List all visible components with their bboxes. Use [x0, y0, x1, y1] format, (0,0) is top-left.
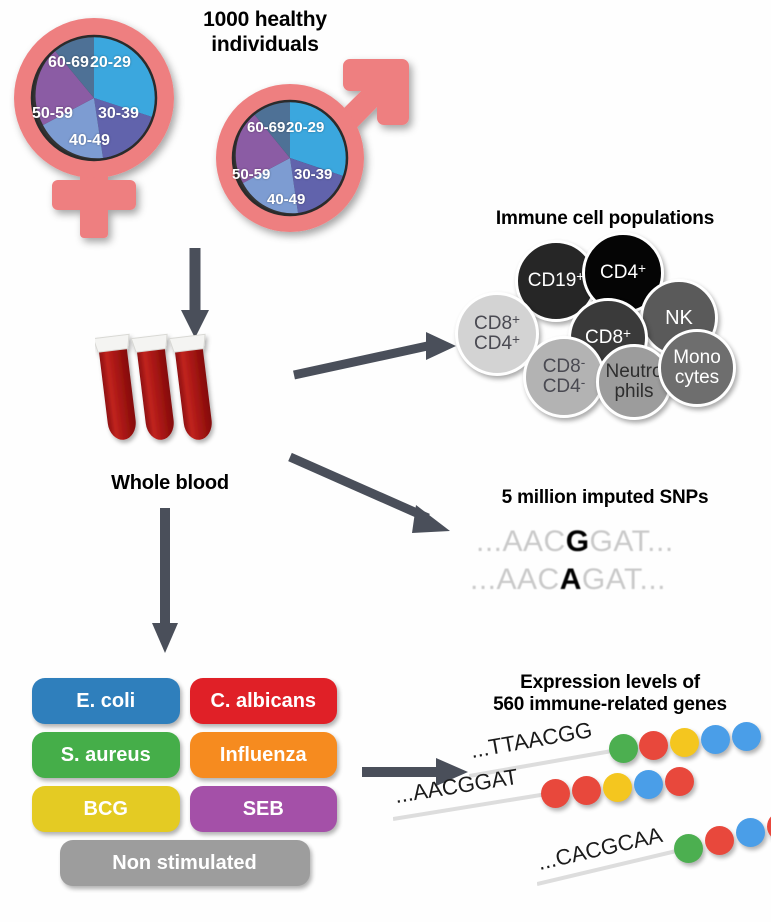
- rna-bead: [603, 773, 632, 802]
- rna-bead: [732, 722, 761, 751]
- immune-cell-bubble-cd8negnegcd4neg[interactable]: CD8- CD4-: [523, 336, 605, 418]
- stimulation-conditions-grid: E. coli C. albicans S. aureus Influenza …: [32, 678, 337, 886]
- immune-cell-bubble-mononegcytes[interactable]: Mono cytes: [658, 329, 736, 407]
- rna-bead: [705, 826, 734, 855]
- rna-bead: [541, 779, 570, 808]
- immune-cell-label: CD8+: [585, 325, 631, 349]
- rna-bead: [701, 725, 730, 754]
- section-title-immune-cells: Immune cell populations: [495, 208, 715, 229]
- blood-tubes-illustration: [92, 330, 225, 470]
- rna-bead: [674, 834, 703, 863]
- blood-tube: [168, 333, 212, 440]
- rna-bead: [572, 776, 601, 805]
- stimulation-row: E. coli C. albicans: [32, 678, 337, 724]
- snp-row1-allele: G: [565, 525, 590, 558]
- stimulation-row: BCG SEB: [32, 786, 337, 832]
- cohort-title-line-1: 1000 healthy: [203, 8, 327, 31]
- rna-bead: [609, 734, 638, 763]
- immune-cell-bubble-cluster: CD19+ CD4+ NK CD8+ CD8+ CD4+ CD8- CD4- Neutro phi…: [455, 232, 755, 422]
- immune-cell-label: CD19+: [527, 268, 585, 292]
- male-symbol: 20-29 30-39 40-49 50-59 60-69: [210, 58, 415, 248]
- stimulation-calbicans[interactable]: C. albicans: [189, 678, 337, 724]
- snp-sequence-illustration: ...AACGGAT... ...AACAGAT...: [470, 525, 760, 597]
- female-symbol: 20-29 30-39 40-49 50-59 60-69: [10, 12, 195, 252]
- stimulation-bcg[interactable]: BCG: [32, 786, 180, 832]
- immune-cell-label: Neutro phils: [605, 361, 663, 402]
- stimulation-row: S. aureus Influenza: [32, 732, 337, 778]
- blood-tube: [92, 333, 136, 440]
- arrow-blood-to-stimulation: [152, 508, 178, 653]
- stimulation-influenza[interactable]: Influenza: [189, 732, 337, 778]
- snp-row1-suffix: GAT...: [589, 525, 674, 558]
- snp-sequence-row-reference: ...AACGGAT...: [476, 525, 760, 559]
- arrow-blood-to-immune: [293, 332, 456, 380]
- rna-bead: [767, 812, 771, 841]
- rna-strands-illustration: ...TTAACGG ...AACGGAT ...CACGCAA: [393, 717, 771, 910]
- expression-title-line-1: Expression levels of: [520, 672, 700, 693]
- rna-bead: [670, 728, 699, 757]
- immune-cell-label: CD8+ CD4+: [474, 312, 520, 354]
- blood-tube: [130, 333, 174, 440]
- snp-sequence-row-variant: ...AACAGAT...: [470, 563, 760, 597]
- immune-cell-label: CD4+: [600, 260, 646, 284]
- snp-row2-suffix: GAT...: [581, 563, 666, 596]
- cohort-title-line-2: individuals: [211, 32, 319, 56]
- stimulation-non-stimulated[interactable]: Non stimulated: [59, 840, 310, 886]
- section-title-expression: Expression levels of 560 immune-related …: [455, 672, 765, 717]
- label-whole-blood: Whole blood: [111, 472, 229, 494]
- arrow-blood-to-snp: [288, 452, 450, 533]
- page-title-cohort: 1000 healthy individuals: [160, 8, 370, 58]
- stimulation-seb[interactable]: SEB: [189, 786, 337, 832]
- rna-bead: [634, 770, 663, 799]
- stimulation-saureus[interactable]: S. aureus: [32, 732, 180, 778]
- stimulation-ecoli[interactable]: E. coli: [32, 678, 180, 724]
- expression-title-line-2: 560 immune-related genes: [493, 694, 727, 716]
- immune-cell-label: CD8- CD4-: [542, 355, 586, 397]
- snp-row1-prefix: ...AAC: [476, 525, 566, 558]
- snp-row2-allele: A: [559, 563, 582, 596]
- immune-cell-label: NK: [665, 306, 693, 329]
- rna-bead: [639, 731, 668, 760]
- female-age-pie: [30, 34, 158, 162]
- rna-bead: [665, 767, 694, 796]
- section-title-snps: 5 million imputed SNPs: [501, 487, 709, 508]
- snp-row2-prefix: ...AAC: [470, 563, 560, 596]
- arrow-stimulation-to-expression: [362, 758, 468, 786]
- immune-cell-bubble-neutronegphils[interactable]: Neutro phils: [596, 344, 672, 420]
- arrow-cohort-to-blood: [181, 248, 209, 338]
- immune-cell-label: Mono cytes: [673, 347, 721, 388]
- stimulation-row: Non stimulated: [32, 840, 337, 886]
- rna-bead: [736, 818, 765, 847]
- male-age-pie: [231, 99, 349, 217]
